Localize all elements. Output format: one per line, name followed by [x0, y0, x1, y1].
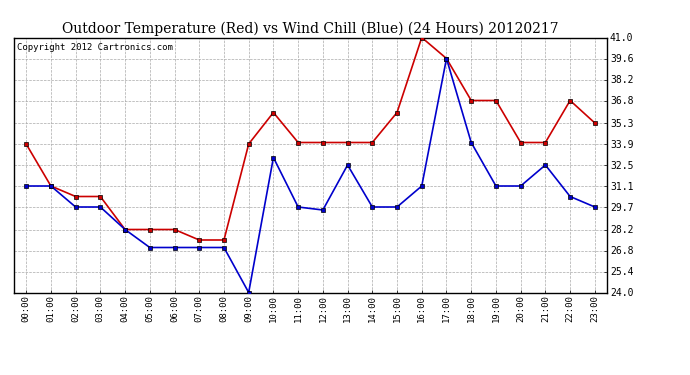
Text: Copyright 2012 Cartronics.com: Copyright 2012 Cartronics.com: [17, 43, 172, 52]
Title: Outdoor Temperature (Red) vs Wind Chill (Blue) (24 Hours) 20120217: Outdoor Temperature (Red) vs Wind Chill …: [62, 22, 559, 36]
